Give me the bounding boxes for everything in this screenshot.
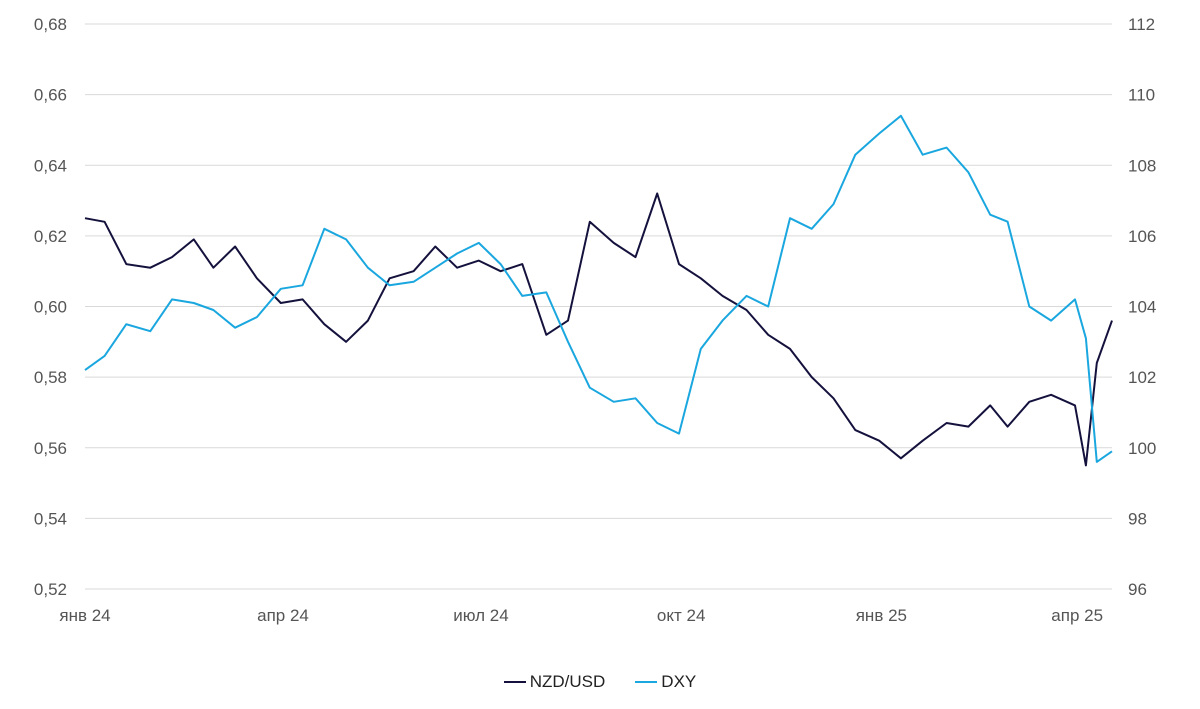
y-left-tick-label: 0,56 (34, 439, 67, 458)
y-left-tick-label: 0,62 (34, 227, 67, 246)
legend-item-dxy: DXY (635, 672, 696, 692)
y-left-tick-label: 0,68 (34, 15, 67, 34)
x-tick-label: апр 25 (1051, 606, 1103, 625)
legend-label-nzdusd: NZD/USD (529, 672, 606, 691)
y-left-tick-label: 0,64 (34, 156, 67, 175)
series-lines (84, 114, 1113, 467)
legend: NZD/USD DXY (0, 672, 1200, 692)
y-right-tick-label: 106 (1128, 227, 1156, 246)
y-right-tick-label: 104 (1128, 298, 1156, 317)
x-tick-label: апр 24 (257, 606, 309, 625)
y-right-tick-label: 102 (1128, 368, 1156, 387)
y-left-tick-label: 0,66 (34, 86, 67, 105)
y-right-tick-label: 96 (1128, 580, 1147, 599)
y-left-tick-label: 0,52 (34, 580, 67, 599)
x-tick-label: окт 24 (657, 606, 706, 625)
y-right-tick-label: 100 (1128, 439, 1156, 458)
y-left-tick-label: 0,54 (34, 509, 67, 528)
x-tick-label: июл 24 (453, 606, 508, 625)
series-line-nzdusd (84, 192, 1113, 467)
axis-ticks: 0,52 96 0,54 98 0,56 100 0,58 102 0,60 104 0,62 106… (34, 15, 1156, 625)
series-line-dxy (84, 114, 1113, 463)
x-tick-label: янв 24 (59, 606, 110, 625)
legend-item-nzdusd: NZD/USD (503, 672, 606, 692)
y-right-tick-label: 98 (1128, 509, 1147, 528)
legend-label-dxy: DXY (661, 672, 697, 691)
y-left-tick-label: 0,60 (34, 298, 67, 317)
y-right-tick-label: 112 (1128, 15, 1155, 34)
y-right-tick-label: 108 (1128, 156, 1156, 175)
legend-swatch-nzdusd (503, 681, 526, 683)
gridlines (85, 23, 1112, 590)
legend-swatch-dxy (635, 681, 658, 683)
x-tick-label: янв 25 (856, 606, 907, 625)
y-left-tick-label: 0,58 (34, 368, 67, 387)
y-right-tick-label: 110 (1128, 86, 1155, 105)
